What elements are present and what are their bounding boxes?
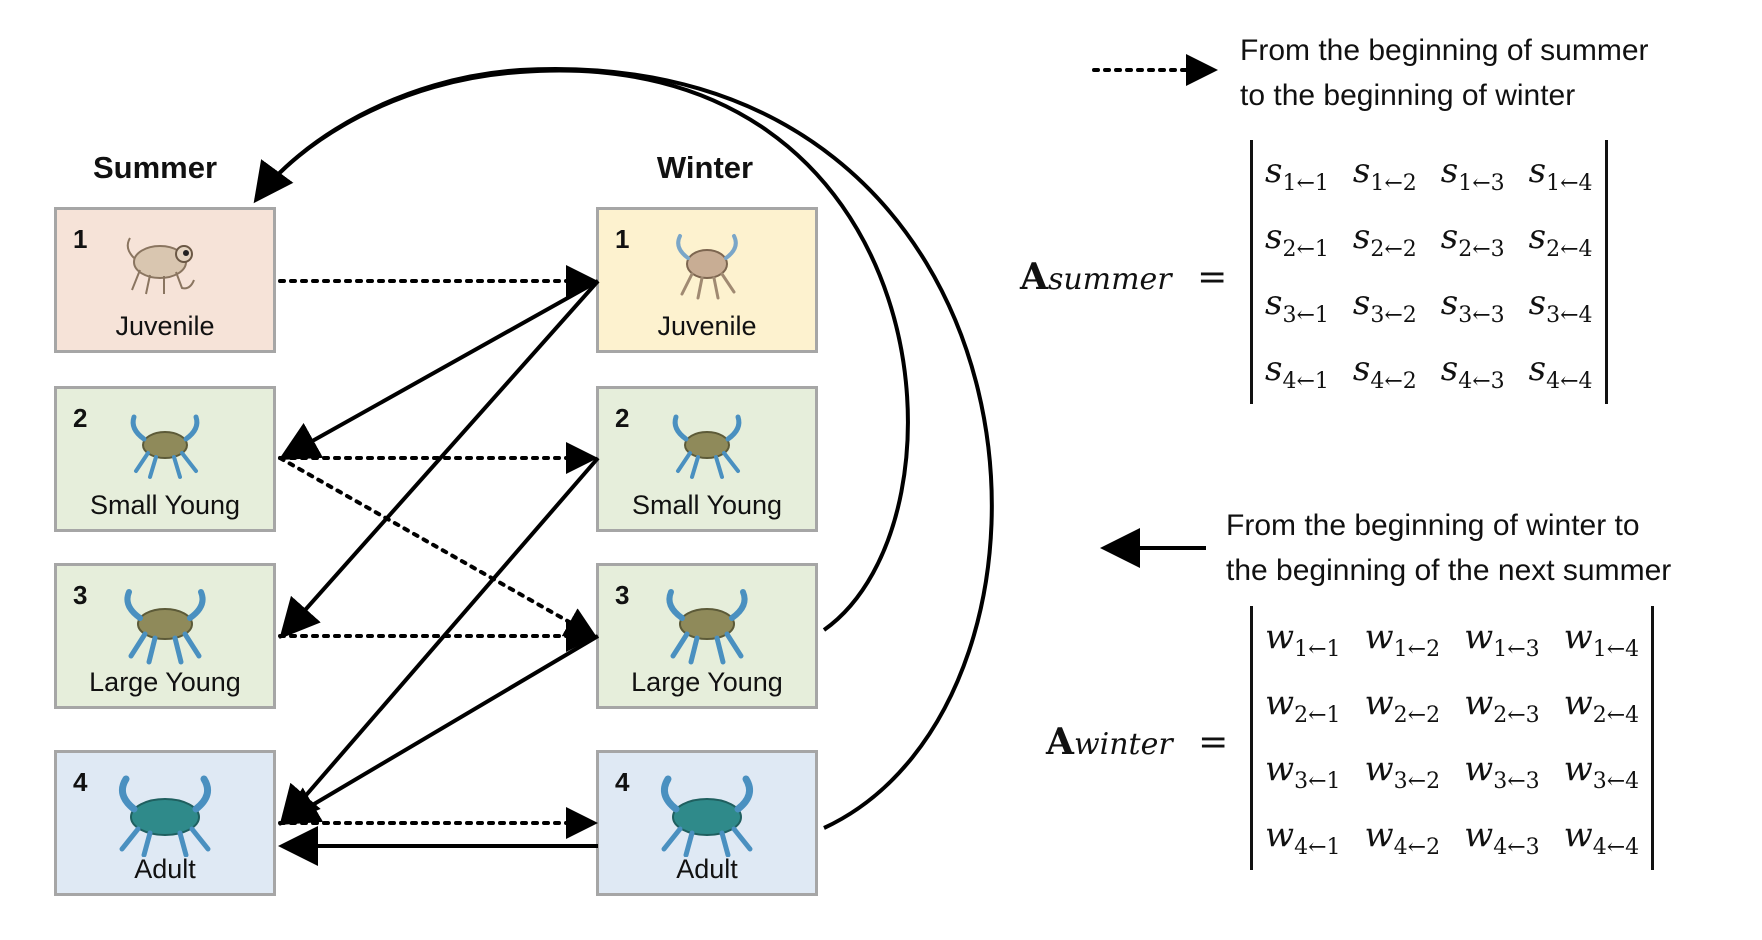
stage-number: 3 xyxy=(73,580,88,610)
stage-number: 2 xyxy=(615,403,630,433)
summer-small-young-box: 2 Small Young xyxy=(54,386,276,532)
matrix-entry: s3←2 xyxy=(1352,282,1417,328)
matrix-entry: w3←4 xyxy=(1563,748,1640,794)
matrix-entry: w4←1 xyxy=(1265,814,1341,860)
winter-matrix: w1←1 w1←2 w1←3 w1←4 w2←1 w2←2 w2←3 w2←4 w3←1 w3←2… xyxy=(1250,606,1655,870)
summer-column-header: Summer xyxy=(92,150,218,185)
matrix-entry: s4←2 xyxy=(1352,348,1417,394)
legend-dotted-line1: From the beginning of summer xyxy=(1240,34,1649,67)
crab-icon xyxy=(110,773,220,862)
winter-adult-box: 4 Adult xyxy=(596,750,818,896)
matrix-entry: w1←3 xyxy=(1464,616,1540,662)
matrix-entry: s2←4 xyxy=(1528,216,1593,262)
equals-sign: = xyxy=(1197,257,1228,298)
matrix-entry: w2←1 xyxy=(1265,682,1341,728)
summer-matrix-name: Asummer = xyxy=(1020,256,1227,298)
matrix-entry: w2←4 xyxy=(1563,682,1640,728)
crab-icon xyxy=(657,586,757,671)
stage-label: Adult xyxy=(676,854,738,884)
stage-label: Small Young xyxy=(631,490,783,520)
matrix-entry: w3←1 xyxy=(1265,748,1341,794)
stage-number: 4 xyxy=(615,767,630,797)
matrix-entry: w3←2 xyxy=(1364,748,1441,794)
solid-arrow-w3-s1-curve xyxy=(253,68,910,632)
solid-arrow-w3-s4 xyxy=(278,634,600,826)
winter-juvenile-box: 1 Juvenile xyxy=(596,207,818,353)
dotted-arrow-s2-w3 xyxy=(278,456,598,638)
summer-large-young-box: 3 Large Young xyxy=(54,563,276,709)
legend-dotted-text: From the beginning of summer to the begi… xyxy=(1240,28,1649,118)
matrix-entry: w4←4 xyxy=(1563,814,1640,860)
stage-label: Large Young xyxy=(631,667,783,697)
matrix-entry: s2←3 xyxy=(1440,216,1505,262)
larva-icon xyxy=(120,230,210,305)
matrix-entry: w4←3 xyxy=(1464,814,1540,860)
matrix-entry: w2←2 xyxy=(1364,682,1441,728)
solid-arrow-w2-s4 xyxy=(279,456,600,827)
matrix-entry: s3←4 xyxy=(1528,282,1593,328)
stage-number: 4 xyxy=(73,767,88,797)
stage-number: 1 xyxy=(73,224,88,254)
matrix-entry: w1←4 xyxy=(1563,616,1640,662)
matrix-entry: w3←3 xyxy=(1464,748,1540,794)
legend-dotted-line2: to the beginning of winter xyxy=(1240,79,1576,112)
equals-sign: = xyxy=(1198,722,1229,763)
matrix-entry: s1←1 xyxy=(1265,150,1329,196)
winter-small-young-box: 2 Small Young xyxy=(596,386,818,532)
crab-icon xyxy=(662,409,752,486)
winter-matrix-name: Awinter = xyxy=(1046,721,1228,763)
stage-label: Adult xyxy=(134,854,196,884)
crab-icon xyxy=(115,586,215,671)
matrix-entry: s1←4 xyxy=(1528,150,1593,196)
legend-solid-line2: the beginning of the next summer xyxy=(1226,554,1672,587)
crab-icon xyxy=(662,230,752,307)
matrix-entry: w4←2 xyxy=(1364,814,1441,860)
matrix-entry: w2←3 xyxy=(1464,682,1540,728)
stage-number: 1 xyxy=(615,224,630,254)
matrix-symbol: A xyxy=(1020,256,1048,298)
matrix-entry: s1←3 xyxy=(1440,150,1505,196)
summer-matrix: s1←1 s1←2 s1←3 s1←4 s2←1 s2←2 s2←3 s2←4 s3←1 s3←2… xyxy=(1250,140,1608,404)
matrix-subscript: winter xyxy=(1073,727,1173,762)
summer-juvenile-box: 1 Juvenile xyxy=(54,207,276,353)
solid-arrow-w1-s2 xyxy=(278,279,599,460)
winter-column-header: Winter xyxy=(656,150,754,185)
stage-number: 2 xyxy=(73,403,88,433)
winter-large-young-box: 3 Large Young xyxy=(596,563,818,709)
solid-arrow-w4-s1-curve xyxy=(254,67,994,830)
matrix-entry: s3←3 xyxy=(1440,282,1505,328)
crab-icon xyxy=(652,773,762,862)
summer-adult-box: 4 Adult xyxy=(54,750,276,896)
crab-icon xyxy=(120,409,210,486)
legend-solid-text: From the beginning of winter to the begi… xyxy=(1226,503,1671,593)
matrix-entry: w1←1 xyxy=(1265,616,1341,662)
matrix-entry: s2←1 xyxy=(1265,216,1329,262)
matrix-subscript: summer xyxy=(1047,262,1172,297)
matrix-entry: s4←3 xyxy=(1440,348,1505,394)
matrix-entry: w1←2 xyxy=(1364,616,1441,662)
stage-label: Small Young xyxy=(89,490,241,520)
matrix-entry: s3←1 xyxy=(1265,282,1329,328)
stage-label: Juvenile xyxy=(115,311,215,341)
solid-arrow-w1-s3 xyxy=(279,279,600,639)
stage-number: 3 xyxy=(615,580,630,610)
matrix-entry: s4←4 xyxy=(1528,348,1593,394)
matrix-entry: s1←2 xyxy=(1352,150,1417,196)
matrix-symbol: A xyxy=(1046,721,1074,763)
legend-solid-line1: From the beginning of winter to xyxy=(1226,509,1640,542)
stage-label: Large Young xyxy=(89,667,241,697)
stage-label: Juvenile xyxy=(657,311,757,341)
matrix-entry: s4←1 xyxy=(1265,348,1329,394)
matrix-entry: s2←2 xyxy=(1352,216,1417,262)
